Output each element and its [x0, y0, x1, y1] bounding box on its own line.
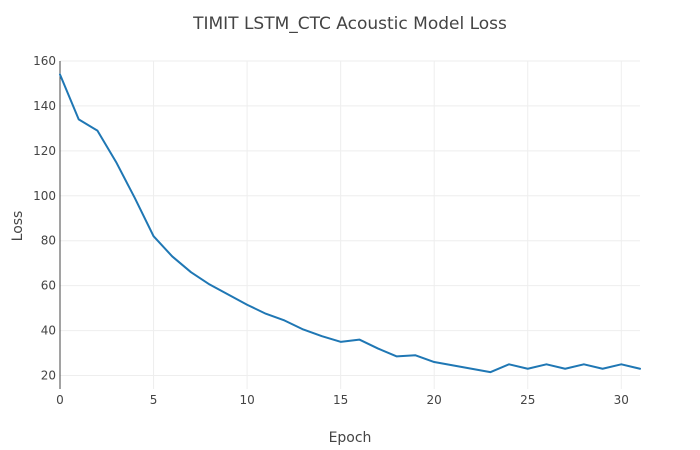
x-tick-label: 5	[150, 393, 158, 407]
x-tick-label: 15	[333, 393, 348, 407]
x-tick-label: 10	[239, 393, 254, 407]
y-tick-label: 100	[33, 189, 56, 203]
x-tick-label: 20	[427, 393, 442, 407]
y-tick-label: 80	[41, 234, 56, 248]
y-axis-title: Loss	[10, 211, 26, 242]
chart-title: TIMIT LSTM_CTC Acoustic Model Loss	[192, 14, 507, 34]
x-tick-label: 0	[56, 393, 64, 407]
y-tick-label: 20	[41, 369, 56, 383]
x-tick-label: 30	[614, 393, 629, 407]
y-tick-label: 60	[41, 279, 56, 293]
tick-labels: 20 40 60 80 100 120 140 160 0 5 10 15 20 25 30	[33, 54, 629, 407]
y-tick-label: 120	[33, 144, 56, 158]
series-line	[59, 73, 641, 374]
grid	[60, 60, 640, 389]
x-tick-label: 25	[520, 393, 535, 407]
y-tick-label: 160	[33, 54, 56, 68]
series	[59, 73, 641, 374]
x-axis-title: Epoch	[329, 430, 372, 446]
y-tick-label: 140	[33, 99, 56, 113]
y-tick-label: 40	[41, 324, 56, 338]
